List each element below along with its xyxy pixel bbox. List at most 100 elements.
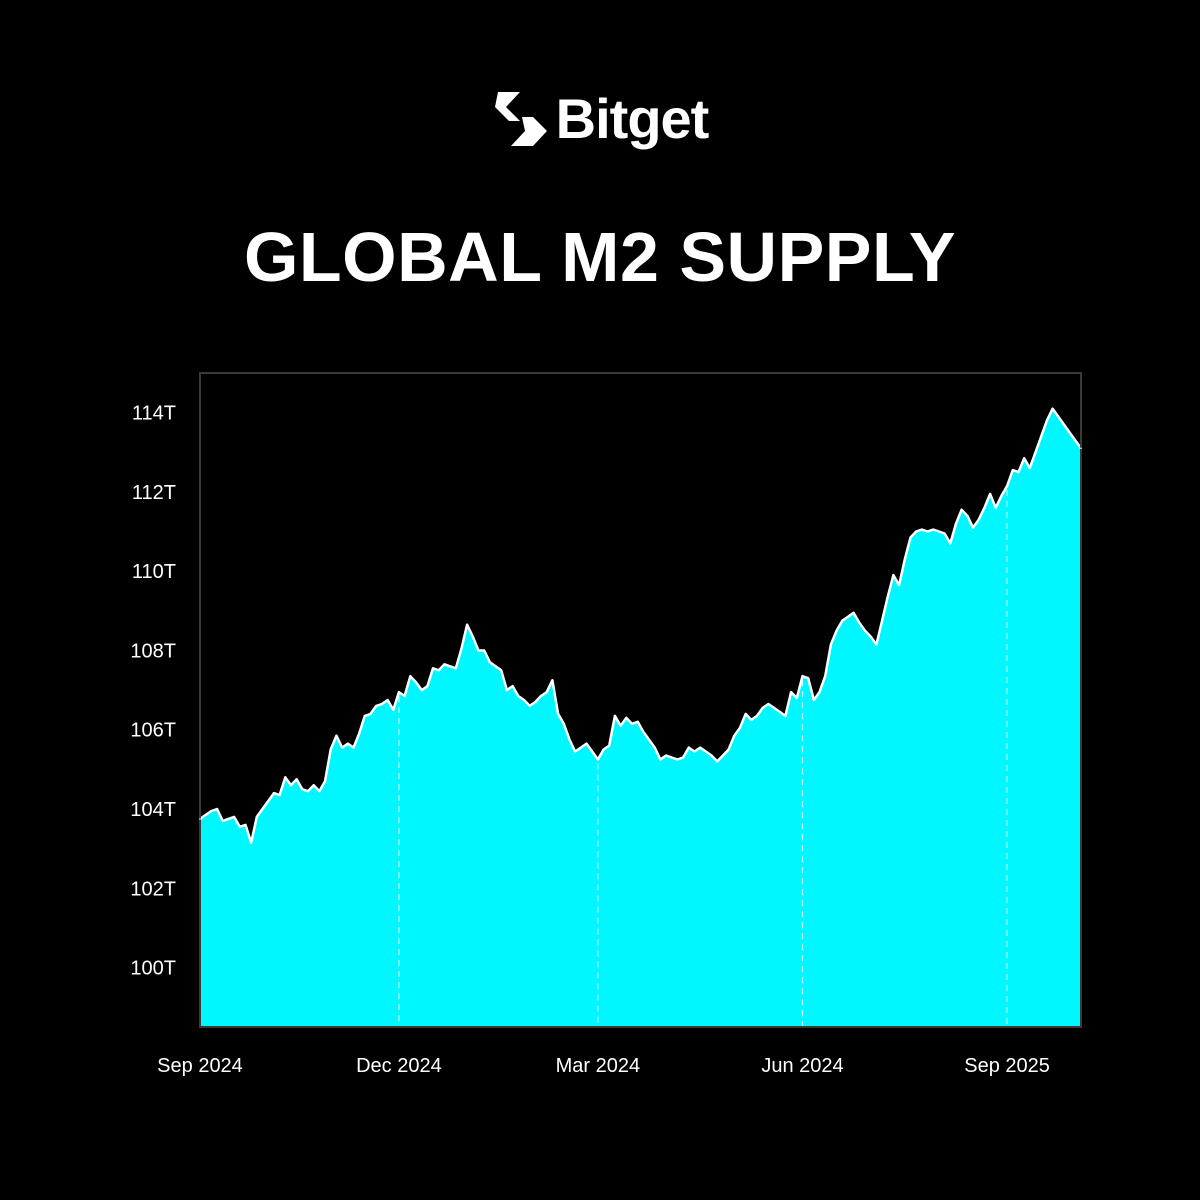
vertical-dashed-lines — [398, 489, 1008, 1027]
x-tick-label: Jun 2024 — [761, 1055, 843, 1077]
data-point — [239, 826, 241, 828]
data-point — [267, 800, 270, 802]
y-axis-labels: 114T 112T 110T 108T 106T 104T 102T 100T — [130, 403, 176, 980]
y-tick-label: 102T — [130, 878, 176, 900]
data-point — [466, 623, 468, 626]
data-point — [818, 691, 821, 693]
data-point — [636, 721, 639, 723]
chart-title: GLOBAL M2 SUPPLY — [243, 218, 957, 296]
y-tick-label: 106T — [130, 720, 176, 742]
data-point — [830, 643, 832, 646]
data-point — [955, 522, 957, 525]
data-point — [790, 691, 792, 693]
data-point — [324, 780, 326, 783]
data-point — [779, 711, 781, 713]
data-point — [1040, 435, 1042, 438]
x-axis-labels: Sep 2024 Dec 2024 Mar 2024 Jun 2024 Sep 2025 — [157, 1055, 1050, 1077]
brand-name: Bitget — [555, 87, 710, 150]
data-point — [347, 742, 349, 745]
data-point — [307, 790, 309, 792]
data-point — [648, 738, 650, 741]
data-point — [915, 530, 917, 533]
data-point — [415, 681, 417, 683]
x-tick-label: Sep 2025 — [964, 1055, 1050, 1077]
data-point — [460, 647, 463, 650]
data-point — [335, 734, 338, 737]
data-point — [386, 699, 389, 701]
data-point — [619, 725, 622, 727]
brand-header: Bitget — [0, 88, 1200, 150]
data-point — [659, 758, 662, 761]
data-point — [710, 754, 713, 757]
data-point — [688, 746, 690, 749]
data-point — [358, 732, 360, 735]
data-point — [1012, 469, 1014, 471]
data-point — [642, 730, 645, 733]
data-point — [750, 719, 753, 721]
data-point — [255, 816, 258, 818]
area-outline — [199, 407, 1083, 844]
data-point — [420, 689, 423, 691]
data-point — [568, 738, 571, 741]
data-point — [631, 723, 633, 725]
data-point — [744, 713, 747, 715]
data-point — [449, 665, 451, 668]
data-point — [682, 756, 684, 759]
data-point — [875, 643, 878, 646]
data-point — [369, 713, 372, 715]
x-tick-label: Sep 2024 — [157, 1055, 243, 1077]
data-point — [278, 794, 281, 796]
data-point — [443, 663, 446, 666]
bitget-logo-icon — [494, 92, 547, 146]
data-point — [773, 707, 775, 709]
data-point — [756, 715, 758, 717]
data-point — [1074, 439, 1077, 442]
data-point — [989, 493, 991, 495]
data-point — [671, 756, 673, 759]
data-point — [807, 677, 809, 679]
data-point — [625, 717, 628, 719]
data-point — [1000, 495, 1003, 497]
data-point — [824, 675, 826, 677]
data-point — [221, 820, 224, 822]
x-tick-label: Dec 2024 — [356, 1055, 442, 1077]
data-point — [699, 746, 701, 749]
data-point — [858, 621, 861, 624]
data-point — [602, 748, 605, 751]
data-point — [426, 685, 429, 687]
data-point — [614, 715, 616, 717]
data-point — [841, 619, 844, 622]
data-point — [392, 709, 395, 711]
data-point — [886, 596, 889, 598]
data-point — [1006, 485, 1008, 487]
data-point — [705, 750, 707, 753]
data-point — [580, 746, 582, 749]
data-point — [409, 675, 412, 677]
data-point — [1023, 457, 1025, 460]
data-point — [341, 746, 343, 749]
data-point — [597, 758, 599, 761]
data-point — [921, 528, 923, 531]
data-point — [739, 726, 741, 729]
data-point — [545, 691, 548, 693]
data-point — [329, 748, 332, 751]
data-point — [563, 723, 565, 725]
data-point — [983, 507, 986, 509]
data-point — [722, 754, 724, 757]
data-point — [511, 685, 514, 687]
data-point — [489, 661, 491, 664]
data-point — [1057, 415, 1060, 418]
y-tick-label: 104T — [130, 799, 176, 821]
data-point — [500, 669, 503, 672]
plot-frame — [199, 372, 1082, 1028]
data-point — [301, 788, 304, 790]
data-point — [557, 713, 559, 715]
data-point — [261, 808, 264, 810]
data-point — [994, 507, 997, 509]
data-point — [892, 574, 895, 576]
data-point — [312, 784, 315, 786]
data-point — [835, 629, 838, 632]
data-point — [847, 616, 849, 618]
y-tick-label: 110T — [132, 561, 176, 583]
data-point — [693, 750, 696, 753]
